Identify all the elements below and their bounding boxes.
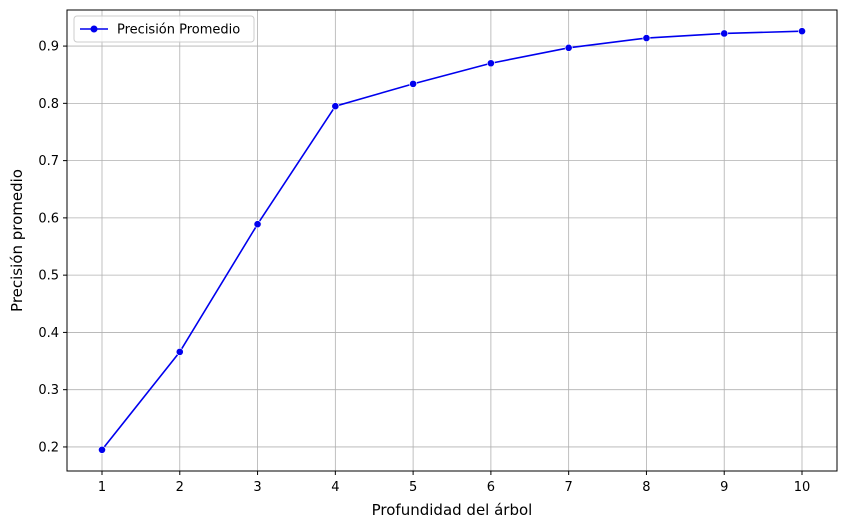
- legend-marker-swatch: [90, 25, 98, 33]
- data-point: [175, 347, 184, 356]
- x-tick-label: 2: [176, 480, 184, 495]
- x-tick-label: 3: [253, 480, 261, 495]
- y-axis-label: Precisión promedio: [8, 169, 26, 312]
- data-point: [98, 445, 106, 454]
- x-tick-label: 8: [642, 480, 650, 495]
- y-tick-label: 0.3: [38, 383, 59, 398]
- data-point: [642, 34, 651, 42]
- plot-frame: [66, 9, 838, 472]
- x-tick-label: 4: [331, 480, 339, 495]
- data-point: [564, 43, 573, 52]
- x-axis-label: Profundidad del árbol: [372, 501, 533, 519]
- data-point: [253, 220, 262, 229]
- y-tick-label: 0.6: [38, 211, 59, 226]
- x-tick-label: 7: [565, 480, 573, 495]
- series-line: [101, 30, 803, 451]
- legend: Precisión Promedio: [73, 15, 255, 43]
- y-tick-label: 0.7: [38, 154, 59, 169]
- data-point: [720, 29, 729, 38]
- legend-entry: Precisión Promedio: [117, 23, 240, 38]
- data-point: [486, 59, 495, 68]
- y-tick-label: 0.9: [38, 40, 59, 55]
- data-point: [798, 27, 806, 36]
- x-tick-label: 10: [794, 480, 811, 495]
- x-tick-label: 5: [409, 480, 417, 495]
- x-tick-label: 6: [487, 480, 495, 495]
- axis-ticks: 1 2 3 4 5 6 7 8 9 10 0.2 0.3 0.4 0.5 0.6 0.7 0.8 0.9: [38, 40, 810, 495]
- y-tick-label: 0.2: [38, 440, 59, 455]
- x-tick-label: 1: [98, 480, 106, 495]
- x-tick-label: 9: [720, 480, 728, 495]
- y-tick-label: 0.5: [38, 269, 59, 284]
- legend-box: [73, 15, 255, 43]
- grid-lines: [67, 10, 837, 471]
- y-tick-label: 0.8: [38, 97, 59, 112]
- series-layer: [98, 27, 806, 454]
- y-tick-label: 0.4: [38, 326, 59, 341]
- data-point: [331, 102, 340, 111]
- data-point: [409, 79, 418, 88]
